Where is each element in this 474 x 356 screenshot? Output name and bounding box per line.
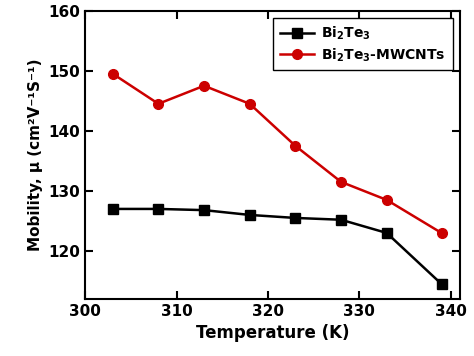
Y-axis label: Mobility, μ (cm²V⁻¹S⁻¹): Mobility, μ (cm²V⁻¹S⁻¹) (28, 59, 43, 251)
Bi$_2$Te$_3$ (201, 208, 207, 212)
Bi$_2$Te$_3$-MWCNTs (155, 102, 161, 106)
Line: Bi$_2$Te$_3$-MWCNTs: Bi$_2$Te$_3$-MWCNTs (108, 69, 447, 238)
Bi$_2$Te$_3$-MWCNTs (338, 180, 344, 184)
Legend: Bi$_2$Te$_3$, Bi$_2$Te$_3$-MWCNTs: Bi$_2$Te$_3$, Bi$_2$Te$_3$-MWCNTs (273, 18, 453, 70)
Bi$_2$Te$_3$-MWCNTs (384, 198, 390, 202)
X-axis label: Temperature (K): Temperature (K) (196, 324, 349, 342)
Bi$_2$Te$_3$-MWCNTs (438, 231, 444, 235)
Bi$_2$Te$_3$ (338, 218, 344, 222)
Bi$_2$Te$_3$-MWCNTs (247, 102, 253, 106)
Line: Bi$_2$Te$_3$: Bi$_2$Te$_3$ (108, 204, 447, 289)
Bi$_2$Te$_3$ (155, 207, 161, 211)
Bi$_2$Te$_3$ (384, 231, 390, 235)
Bi$_2$Te$_3$ (438, 282, 444, 286)
Bi$_2$Te$_3$-MWCNTs (292, 144, 298, 148)
Bi$_2$Te$_3$-MWCNTs (201, 84, 207, 88)
Bi$_2$Te$_3$ (292, 216, 298, 220)
Bi$_2$Te$_3$-MWCNTs (110, 72, 116, 76)
Bi$_2$Te$_3$ (247, 213, 253, 217)
Bi$_2$Te$_3$ (110, 207, 116, 211)
